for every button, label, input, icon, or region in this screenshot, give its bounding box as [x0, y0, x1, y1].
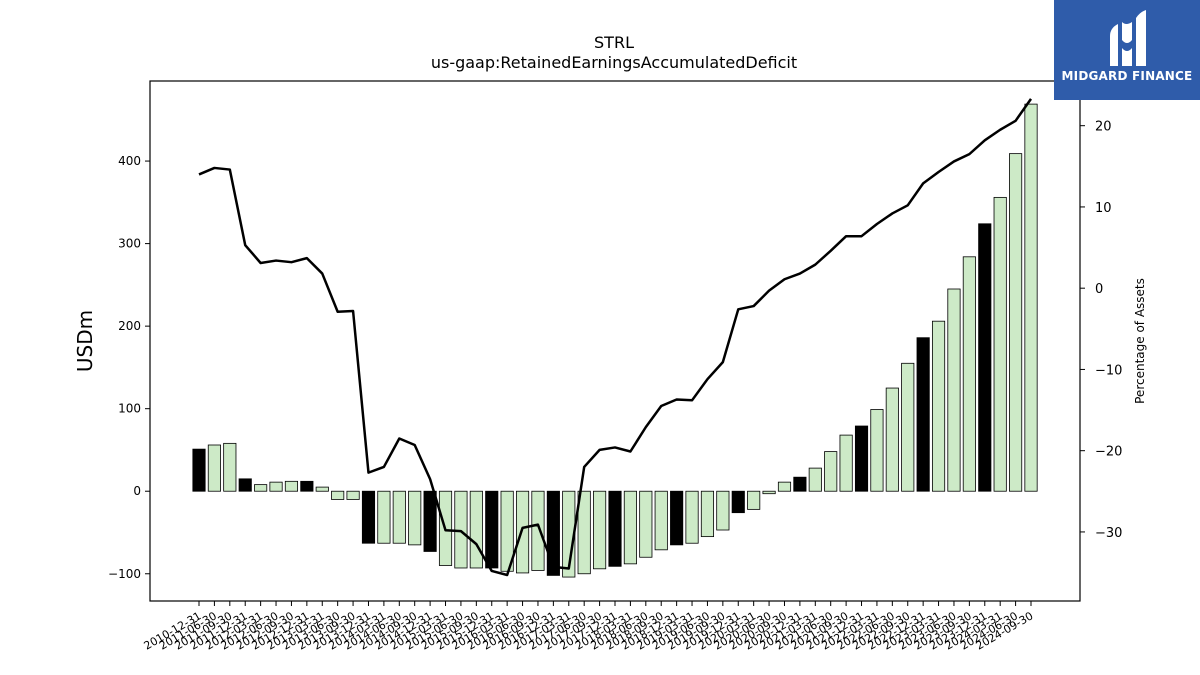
y2-tick-label: 10: [1095, 201, 1112, 216]
bar: [700, 490, 715, 538]
bar: [670, 490, 684, 546]
bar: [685, 490, 699, 544]
bar-series: [192, 103, 1038, 578]
y-tick-label: 200: [118, 319, 141, 333]
bar: [238, 478, 252, 492]
bar: [408, 490, 422, 546]
logo-mark-icon: [1110, 10, 1146, 66]
bar: [361, 490, 376, 544]
chart-title: STRL: [594, 33, 634, 52]
y-tick-label: 300: [118, 237, 141, 251]
midgard-finance-logo: MIDGARD FINANCE: [1054, 0, 1200, 100]
y2-tick-label: 20: [1095, 120, 1112, 135]
bar: [315, 486, 329, 492]
bar: [346, 490, 360, 500]
bar: [331, 490, 345, 500]
bar: [192, 448, 206, 492]
logo-text: MIDGARD FINANCE: [1061, 69, 1193, 83]
bar: [1009, 153, 1023, 492]
bar: [716, 490, 730, 531]
bar: [962, 256, 976, 492]
bar: [993, 196, 1007, 492]
bar: [593, 490, 607, 570]
y2-tick-label: −20: [1095, 445, 1122, 460]
x-axis-ticks: 2010-12-312011-06-302011-09-302011-12-31…: [142, 601, 1036, 653]
y-tick-label: 100: [118, 402, 141, 416]
bar: [639, 490, 653, 558]
bar: [207, 444, 221, 492]
bar: [1024, 103, 1038, 492]
bar: [469, 490, 483, 569]
bar: [885, 387, 899, 492]
left-axis-ticks: −100 0 100 200 300 400: [108, 154, 150, 581]
bar: [269, 481, 283, 492]
bar: [223, 442, 237, 492]
bar: [623, 490, 637, 565]
bar: [901, 362, 915, 492]
y-tick-label: −100: [108, 567, 141, 581]
bar: [747, 490, 761, 510]
y-tick-label: 0: [133, 484, 141, 498]
bar: [839, 434, 853, 492]
bar: [978, 223, 992, 492]
bar: [577, 490, 591, 575]
y2-axis-label: Percentage of Assets: [1133, 278, 1147, 404]
bar: [947, 288, 961, 492]
bar: [284, 480, 299, 492]
percentage-line: [198, 98, 1033, 577]
chart-subtitle: us-gaap:RetainedEarningsAccumulatedDefic…: [431, 53, 797, 72]
bar: [392, 490, 406, 544]
bar: [377, 490, 391, 544]
y2-tick-label: 0: [1095, 282, 1103, 297]
y-axis-label: USDm: [73, 310, 97, 372]
bar: [515, 490, 530, 574]
bar: [546, 490, 560, 576]
y2-tick-label: −30: [1095, 526, 1122, 541]
bar: [870, 409, 884, 492]
bar: [854, 425, 869, 492]
bar: [300, 480, 314, 492]
bar: [731, 490, 745, 514]
bar: [531, 490, 545, 571]
right-axis-ticks: −30 −20 −10 0 10 20: [1080, 120, 1122, 541]
bar: [254, 484, 268, 492]
bar: [608, 490, 622, 567]
bar: [824, 451, 838, 492]
y2-tick-label: −10: [1095, 363, 1122, 378]
bar: [654, 490, 668, 551]
bar: [777, 481, 792, 492]
bar: [931, 320, 946, 492]
bar: [485, 490, 499, 569]
bar: [423, 490, 437, 552]
bar: [454, 490, 468, 569]
bar: [808, 467, 822, 492]
bar: [762, 490, 776, 495]
y-tick-label: 400: [118, 154, 141, 168]
bar: [793, 476, 807, 492]
bar: [916, 337, 930, 492]
